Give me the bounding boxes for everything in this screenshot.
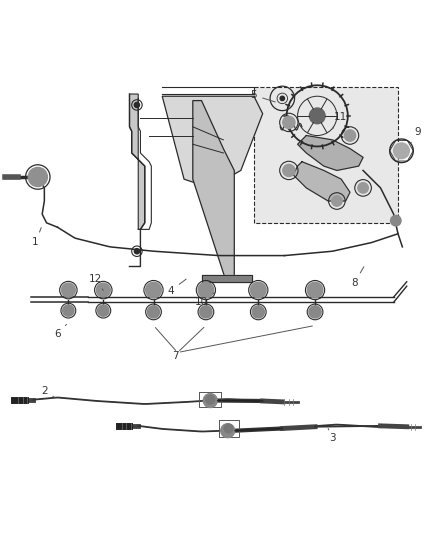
Circle shape [63,305,74,316]
Text: 2: 2 [41,386,55,398]
Polygon shape [297,135,363,171]
Circle shape [224,424,233,433]
Text: 3: 3 [328,429,336,442]
Circle shape [252,306,265,318]
Circle shape [283,164,295,176]
Circle shape [280,96,285,101]
Circle shape [251,282,266,298]
Polygon shape [162,96,263,188]
Circle shape [344,130,356,141]
Circle shape [28,167,47,187]
Circle shape [309,108,325,124]
Circle shape [394,143,410,159]
Circle shape [358,183,368,193]
Polygon shape [254,87,398,223]
Text: 9: 9 [412,127,421,142]
Text: 4: 4 [168,279,186,295]
Text: 6: 6 [54,325,67,339]
Text: 12: 12 [89,274,103,290]
Circle shape [332,196,342,206]
Circle shape [307,282,323,298]
Circle shape [96,283,110,297]
Circle shape [198,282,214,298]
Circle shape [146,282,161,298]
Text: 7: 7 [172,351,179,361]
Text: 8: 8 [351,266,364,288]
Circle shape [206,395,215,404]
Text: 1: 1 [32,228,41,247]
Polygon shape [193,101,234,280]
Polygon shape [293,161,350,201]
Circle shape [391,215,401,226]
Text: 5: 5 [251,91,276,102]
Circle shape [98,305,109,316]
Circle shape [221,424,235,438]
Circle shape [148,306,159,318]
Text: 10: 10 [195,293,215,308]
Polygon shape [130,94,145,229]
Circle shape [283,116,295,128]
Circle shape [200,306,212,318]
Circle shape [309,306,321,318]
Circle shape [61,283,75,297]
Circle shape [203,393,217,408]
Circle shape [134,102,140,108]
Circle shape [134,248,140,254]
Text: 11: 11 [332,112,347,129]
Polygon shape [201,275,252,282]
